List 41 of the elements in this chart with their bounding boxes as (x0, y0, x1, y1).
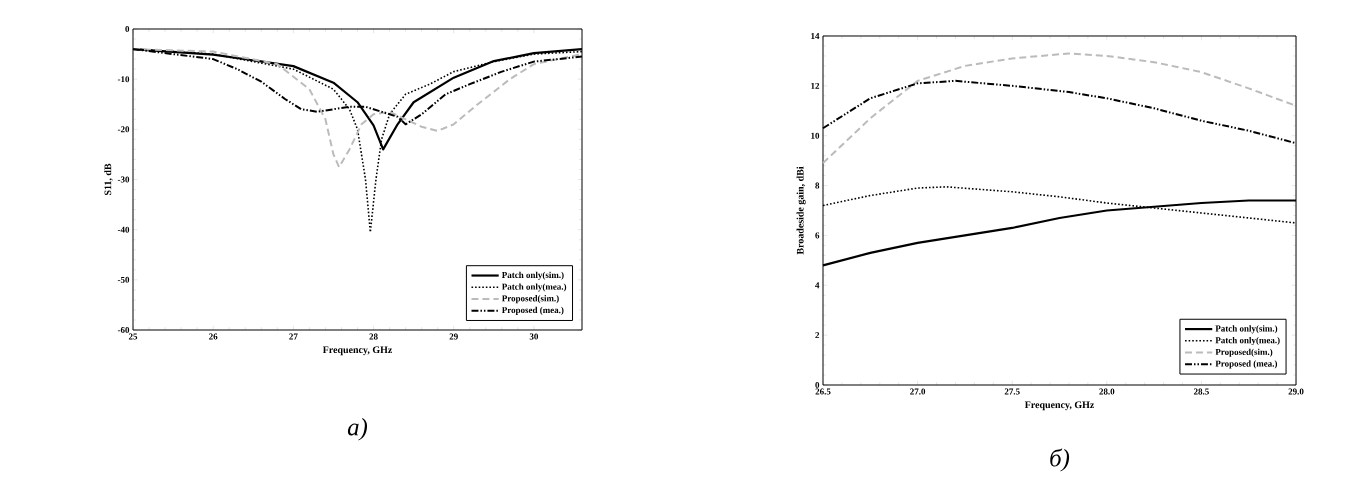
x-tick-label: 28.5 (1193, 388, 1209, 395)
x-tick-label: 27.0 (910, 388, 926, 395)
legend-label: Proposed (mea.) (1215, 360, 1278, 369)
x-tick-label: 27 (289, 333, 298, 340)
y-tick-label: 8 (815, 182, 820, 189)
y-tick-label: -50 (117, 276, 130, 283)
y-tick-label: 10 (811, 132, 820, 139)
legend-label: Patch only(mea.) (1215, 336, 1280, 346)
x-tick-label: 26.5 (815, 388, 831, 395)
x-tick-label: 25 (128, 333, 138, 340)
y-tick-label: -10 (117, 76, 130, 83)
x-tick-label: 30 (529, 333, 539, 340)
y-tick-label: 0 (125, 25, 130, 33)
legend-label: Patch only(sim.) (1215, 325, 1278, 334)
legend-label: Proposed (mea.) (501, 306, 564, 315)
y-tick-label: 0 (815, 381, 820, 389)
x-tick-label: 29 (449, 333, 458, 340)
y-tick-label: -30 (117, 176, 130, 183)
text: б) (1050, 448, 1070, 472)
y-tick-label: 4 (815, 282, 820, 289)
x-axis-title: Frequency, GHz (1024, 401, 1095, 411)
y-tick-label: 2 (815, 332, 820, 339)
y-axis-title: S11, dB (104, 163, 113, 196)
x-tick-label: 29.0 (1288, 388, 1304, 395)
legend-label: Patch only(sim.) (501, 271, 564, 280)
y-tick-label: 12 (811, 82, 820, 89)
legend-label: Proposed(sim.) (501, 295, 559, 304)
text: а) (347, 418, 368, 441)
x-tick-label: 28.0 (1099, 388, 1115, 395)
legend-label: Patch only(mea.) (501, 283, 567, 292)
x-tick-label: 27.5 (1004, 388, 1020, 395)
y-axis-title: Broadeside gain, dBi (796, 166, 806, 255)
y-tick-label: -60 (117, 326, 130, 334)
y-tick-label: 6 (815, 232, 820, 239)
x-tick-label: 28 (369, 333, 378, 340)
y-tick-label: 14 (811, 33, 820, 39)
legend-label: Proposed(sim.) (1215, 348, 1273, 357)
y-tick-label: -20 (117, 126, 130, 133)
x-tick-label: 26 (209, 333, 218, 340)
y-tick-label: -40 (117, 226, 130, 233)
x-axis-title: Frequency, GHz (322, 346, 393, 356)
